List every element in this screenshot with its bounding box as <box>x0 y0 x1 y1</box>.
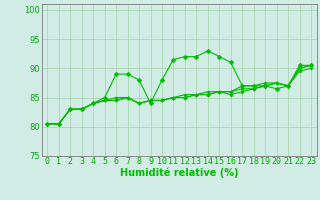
X-axis label: Humidité relative (%): Humidité relative (%) <box>120 168 238 178</box>
